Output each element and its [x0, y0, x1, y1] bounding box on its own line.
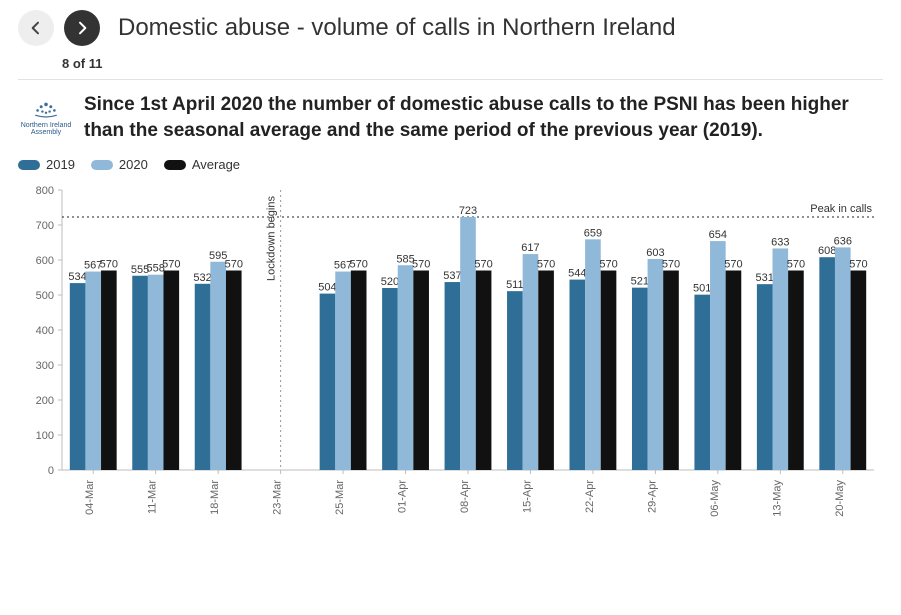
svg-text:15-Apr: 15-Apr: [521, 480, 533, 513]
svg-text:11-Mar: 11-Mar: [147, 480, 159, 514]
svg-text:570: 570: [662, 259, 680, 271]
svg-text:08-Apr: 08-Apr: [459, 480, 471, 513]
svg-text:537: 537: [443, 270, 461, 282]
svg-text:700: 700: [36, 220, 54, 232]
svg-text:570: 570: [474, 259, 492, 271]
svg-text:501: 501: [693, 283, 711, 295]
svg-text:Peak in calls: Peak in calls: [810, 203, 872, 215]
legend-swatch: [164, 160, 186, 170]
svg-text:570: 570: [100, 259, 118, 271]
svg-text:200: 200: [36, 395, 54, 407]
svg-text:603: 603: [646, 247, 664, 259]
svg-text:570: 570: [350, 259, 368, 271]
svg-text:521: 521: [631, 276, 649, 288]
svg-text:100: 100: [36, 430, 54, 442]
org-logo-caption: Northern Ireland Assembly: [21, 122, 72, 136]
svg-text:600: 600: [36, 255, 54, 267]
svg-text:531: 531: [756, 272, 774, 284]
legend-label: 2019: [46, 157, 75, 172]
svg-text:570: 570: [225, 259, 243, 271]
divider: [18, 79, 883, 80]
svg-text:534: 534: [68, 271, 86, 283]
svg-text:570: 570: [787, 259, 805, 271]
svg-text:300: 300: [36, 360, 54, 372]
svg-text:504: 504: [318, 282, 336, 294]
svg-text:570: 570: [537, 259, 555, 271]
legend: 2019 2020 Average: [18, 157, 883, 172]
svg-text:633: 633: [771, 237, 789, 249]
svg-text:723: 723: [459, 205, 477, 217]
svg-text:06-May: 06-May: [709, 480, 721, 517]
page-progress: 8 of 11: [62, 56, 883, 71]
chart-svg: 0 100 200 300 400 500 600 700 800 Peak in calls 53…: [18, 180, 878, 540]
legend-item-average: Average: [164, 157, 240, 172]
svg-text:23-Mar: 23-Mar: [272, 480, 284, 515]
arrow-right-icon: [74, 20, 90, 36]
svg-text:636: 636: [834, 236, 852, 248]
page-title: Domestic abuse - volume of calls in Nort…: [118, 14, 676, 42]
subhead: Since 1st April 2020 the number of domes…: [84, 92, 883, 143]
legend-label: Average: [192, 157, 240, 172]
org-logo: Northern Ireland Assembly: [18, 92, 74, 136]
svg-text:20-May: 20-May: [834, 480, 846, 517]
arrow-left-icon: [28, 20, 44, 36]
svg-text:544: 544: [568, 268, 586, 280]
svg-text:654: 654: [709, 229, 727, 241]
legend-swatch: [18, 160, 40, 170]
legend-swatch: [91, 160, 113, 170]
svg-text:511: 511: [506, 279, 524, 291]
svg-text:0: 0: [48, 465, 54, 477]
assembly-logo-icon: [28, 96, 64, 120]
next-button[interactable]: [64, 10, 100, 46]
svg-text:13-May: 13-May: [771, 480, 783, 517]
bar-chart: 0 100 200 300 400 500 600 700 800 Peak in calls 53…: [18, 180, 883, 545]
svg-text:659: 659: [584, 228, 602, 240]
svg-text:22-Apr: 22-Apr: [584, 480, 596, 513]
svg-text:800: 800: [36, 185, 54, 197]
svg-text:29-Apr: 29-Apr: [646, 480, 658, 513]
svg-text:500: 500: [36, 290, 54, 302]
legend-label: 2020: [119, 157, 148, 172]
svg-text:Lockdown begins: Lockdown begins: [266, 196, 278, 282]
prev-button[interactable]: [18, 10, 54, 46]
header-row: Domestic abuse - volume of calls in Nort…: [18, 10, 883, 46]
legend-item-2019: 2019: [18, 157, 75, 172]
svg-text:570: 570: [849, 259, 867, 271]
legend-item-2020: 2020: [91, 157, 148, 172]
subhead-row: Northern Ireland Assembly Since 1st Apri…: [18, 92, 883, 143]
svg-text:520: 520: [381, 276, 399, 288]
svg-text:25-Mar: 25-Mar: [334, 480, 346, 515]
svg-text:570: 570: [599, 259, 617, 271]
svg-text:532: 532: [193, 272, 211, 284]
svg-text:18-Mar: 18-Mar: [209, 480, 221, 515]
svg-text:617: 617: [521, 242, 539, 254]
svg-text:570: 570: [162, 259, 180, 271]
svg-text:04-Mar: 04-Mar: [84, 480, 96, 515]
svg-text:01-Apr: 01-Apr: [397, 480, 409, 513]
svg-text:570: 570: [724, 259, 742, 271]
svg-text:570: 570: [412, 259, 430, 271]
svg-text:400: 400: [36, 325, 54, 337]
